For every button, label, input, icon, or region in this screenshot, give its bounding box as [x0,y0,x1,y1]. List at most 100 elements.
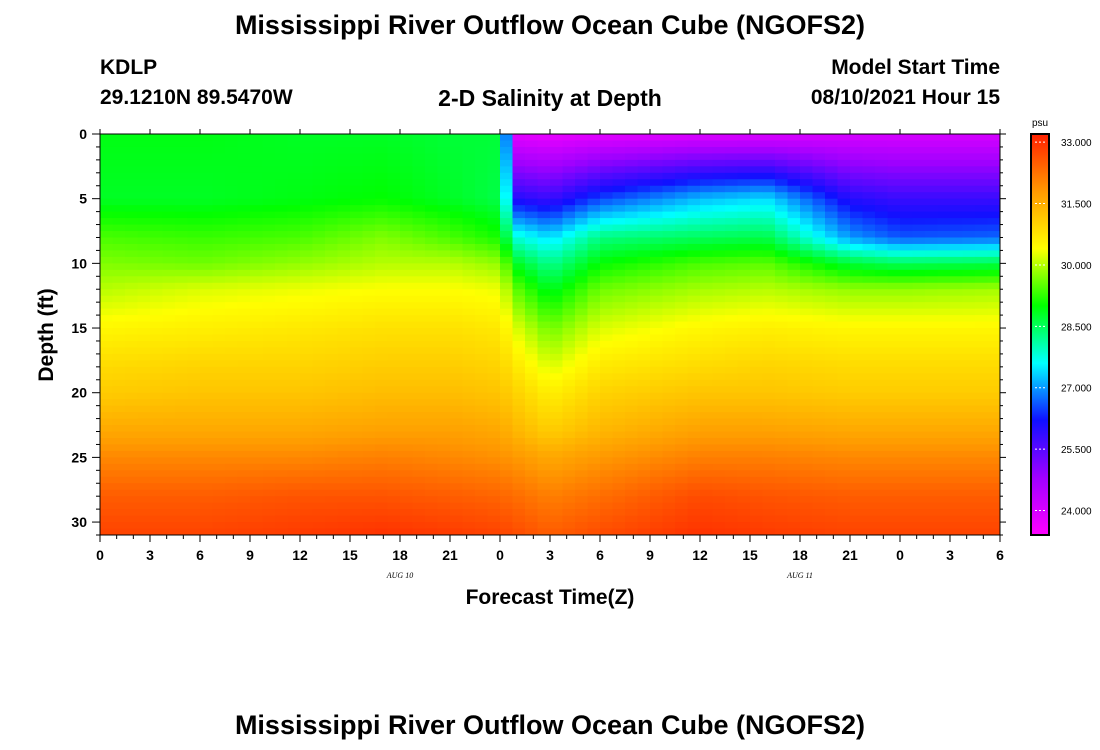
heatmap-cell [712,425,726,433]
heatmap-cell [500,282,514,290]
heatmap-cell [150,179,164,187]
heatmap-cell [250,276,264,284]
heatmap-cell [500,476,514,484]
heatmap-cell [862,528,876,535]
heatmap-cell [875,463,889,471]
heatmap-cell [825,166,839,174]
heatmap-cell [975,321,989,329]
heatmap-cell [412,146,426,155]
heatmap-cell [875,399,889,407]
heatmap-cell [837,140,851,148]
heatmap-cell [837,353,851,361]
heatmap-cell [225,412,239,420]
heatmap-cell [225,308,239,316]
heatmap-cell [200,496,214,504]
heatmap-cell [337,134,351,142]
heatmap-cell [150,431,164,439]
heatmap-cell [837,211,851,219]
heatmap-cell [650,496,664,504]
heatmap-cell [400,211,414,219]
heatmap-cell [950,224,964,232]
heatmap-cell [412,166,426,174]
heatmap-cell [662,483,676,491]
heatmap-cell [525,140,539,148]
heatmap-cell [512,211,526,219]
heatmap-cell [725,237,739,245]
heatmap-cell [625,134,639,142]
heatmap-cell [650,192,664,200]
heatmap-cell [725,172,739,180]
heatmap-cell [112,211,126,219]
heatmap-cell [787,276,801,284]
heatmap-cell [800,425,814,433]
heatmap-cell [650,399,664,407]
heatmap-cell [987,502,1000,510]
heatmap-cell [862,340,876,349]
heatmap-cell [787,379,801,387]
heatmap-cell [475,437,489,446]
heatmap-cell [312,205,326,213]
heatmap-cell [525,205,539,213]
heatmap-cell [687,418,701,426]
heatmap-cell [200,418,214,426]
heatmap-cell [200,302,214,310]
heatmap-cell [412,418,426,426]
heatmap-cell [375,276,389,284]
heatmap-cell [462,269,476,277]
heatmap-cell [300,476,314,484]
heatmap-cell [975,269,989,277]
heatmap-cell [950,450,964,458]
heatmap-cell [300,412,314,420]
heatmap-cell [687,496,701,504]
heatmap-cell [800,522,814,530]
heatmap-cell [150,347,164,355]
heatmap-cell [712,198,726,206]
heatmap-cell [400,328,414,336]
heatmap-cell [750,366,764,374]
heatmap-cell [737,399,751,407]
heatmap-cell [650,250,664,258]
heatmap-cell [650,502,664,510]
heatmap-cell [175,302,189,310]
heatmap-cell [212,276,226,284]
heatmap-cell [700,218,714,226]
heatmap-cell [600,386,614,394]
heatmap-cell [850,425,864,433]
heatmap-cell [412,334,426,342]
heatmap-cell [125,205,139,213]
heatmap-cell [625,328,639,336]
heatmap-cell [387,205,401,213]
heatmap-cell [325,328,339,336]
heatmap-cell [737,250,751,258]
heatmap-cell [487,205,501,213]
heatmap-cell [387,185,401,193]
heatmap-cell [462,179,476,187]
heatmap-cell [987,231,1000,239]
heatmap-cell [375,347,389,355]
heatmap-cell [787,347,801,355]
heatmap-cell [562,412,576,420]
heatmap-cell [437,489,451,497]
heatmap-cell [312,166,326,174]
heatmap-cell [287,205,301,213]
heatmap-cell [475,243,489,252]
heatmap-cell [812,166,826,174]
heatmap-cell [387,166,401,174]
heatmap-cell [950,399,964,407]
heatmap-cell [912,256,926,264]
heatmap-cell [100,444,114,452]
heatmap-cell [600,340,614,349]
heatmap-cell [687,522,701,530]
heatmap-cell [887,159,901,167]
heatmap-cell [837,134,851,142]
heatmap-cell [937,321,951,329]
heatmap-cell [575,373,589,381]
heatmap-cell [950,218,964,226]
heatmap-cell [175,205,189,213]
heatmap-cell [512,483,526,491]
heatmap-cell [412,392,426,400]
heatmap-cell [200,315,214,323]
heatmap-cell [487,153,501,161]
heatmap-cell [850,515,864,523]
heatmap-cell [462,185,476,193]
